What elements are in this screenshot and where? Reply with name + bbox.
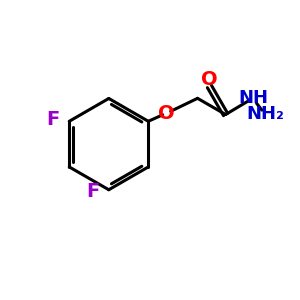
Text: NH: NH	[239, 89, 269, 107]
Text: F: F	[86, 182, 99, 201]
Text: O: O	[158, 103, 175, 122]
Text: F: F	[46, 110, 60, 129]
Text: NH₂: NH₂	[246, 105, 284, 123]
Text: O: O	[201, 70, 218, 89]
